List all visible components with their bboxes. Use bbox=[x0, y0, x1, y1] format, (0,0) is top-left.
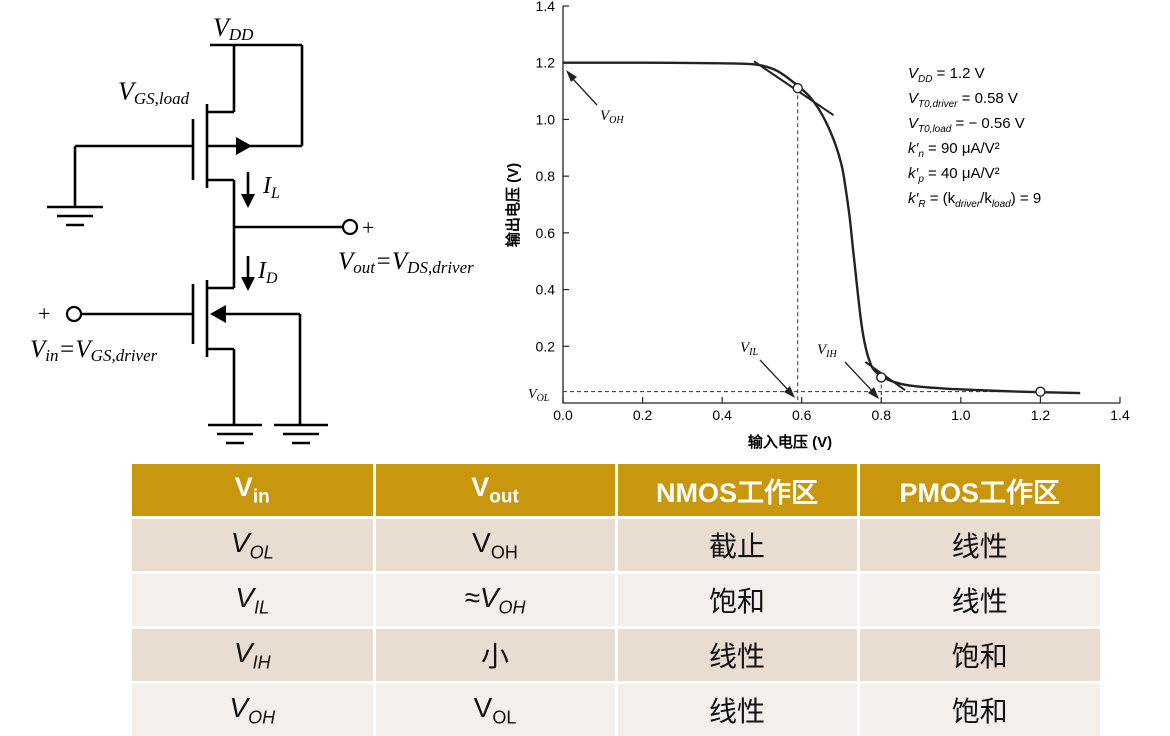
header-vout: Vout bbox=[372, 464, 616, 518]
output-terminal bbox=[341, 218, 359, 236]
curve-markers bbox=[792, 83, 1046, 397]
input-terminal bbox=[65, 305, 83, 323]
header-pmos-region: PMOS工作区 bbox=[856, 464, 1100, 518]
cell-nmos: 线性 bbox=[614, 681, 858, 736]
y-tick-label: 0.2 bbox=[536, 338, 556, 354]
y-axis-ticks: 0.2 0.4 0.6 0.8 1.0 1.2 1.4 bbox=[536, 0, 569, 354]
cell-vout: VOL bbox=[372, 681, 616, 736]
driver-body-arrow bbox=[210, 305, 226, 323]
parameter-line: k′R = (kdriver/kload) = 9 bbox=[908, 190, 1041, 210]
curve-marker bbox=[876, 372, 887, 383]
y-tick-label: 0.8 bbox=[536, 168, 556, 184]
table-row: VOL VOH 截止 线性 bbox=[132, 516, 1100, 573]
table-header-row: Vin Vout NMOS工作区 PMOS工作区 bbox=[132, 464, 1100, 518]
cell-pmos: 饱和 bbox=[856, 626, 1100, 683]
vtc-curve bbox=[562, 61, 1081, 395]
vil-pointer-head bbox=[784, 386, 795, 398]
curve-marker bbox=[1035, 386, 1046, 397]
header-vin: Vin bbox=[132, 464, 374, 518]
cell-nmos: 线性 bbox=[614, 626, 858, 683]
vol-annotation: VOL bbox=[528, 387, 550, 404]
x-tick-label: 0.4 bbox=[712, 407, 732, 423]
input-plus-sign: + bbox=[38, 301, 50, 326]
vil-pointer bbox=[759, 359, 791, 393]
y-tick-label: 0.6 bbox=[536, 225, 556, 241]
vout-label: Vout=VDS,driver bbox=[338, 248, 474, 277]
x-tick-label: 0.0 bbox=[553, 407, 573, 423]
load-body-arrow bbox=[236, 137, 252, 155]
cell-vout: ≈VOH bbox=[372, 571, 616, 628]
vih-annotation: VIH bbox=[817, 342, 838, 360]
parameter-list: VDD = 1.2 V VT0,driver = 0.58 V VT0,load =… bbox=[908, 65, 1041, 210]
vih-pointer bbox=[844, 361, 875, 394]
voh-annotation: VOH bbox=[600, 108, 624, 126]
table-row: VOH VOL 线性 饱和 bbox=[132, 681, 1100, 736]
id-arrow-head bbox=[241, 277, 255, 291]
il-label: IL bbox=[262, 173, 280, 202]
cell-pmos: 线性 bbox=[856, 516, 1100, 573]
vih-pointer-head bbox=[868, 387, 879, 399]
il-arrow-head bbox=[241, 194, 255, 208]
cell-vin: VIL bbox=[132, 571, 374, 628]
cell-vout: 小 bbox=[372, 626, 616, 683]
cell-pmos: 线性 bbox=[856, 571, 1100, 628]
cell-vin: VIH bbox=[132, 626, 374, 683]
cell-vin: VOL bbox=[132, 516, 374, 573]
operating-region-table: Vin Vout NMOS工作区 PMOS工作区 VOL VOH 截止 线性 V… bbox=[132, 464, 1100, 736]
cell-nmos: 饱和 bbox=[614, 571, 858, 628]
y-tick-label: 0.4 bbox=[536, 282, 556, 298]
voh-pointer bbox=[571, 77, 598, 106]
x-tick-label: 1.4 bbox=[1110, 407, 1130, 423]
vgs-load-label: VGS,load bbox=[118, 77, 190, 108]
header-nmos-region: NMOS工作区 bbox=[614, 464, 858, 518]
cell-vout: VOH bbox=[372, 516, 616, 573]
pseudo-nmos-inverter-circuit: VDD VGS,load IL ID + + Vout=VDS,driver V… bbox=[30, 13, 474, 445]
y-tick-label: 1.0 bbox=[536, 111, 556, 127]
cell-nmos: 截止 bbox=[614, 516, 858, 573]
curve-marker bbox=[792, 83, 803, 94]
y-tick-label: 1.4 bbox=[536, 0, 556, 14]
vtc-chart: 0.0 0.2 0.4 0.6 0.8 1.0 1.2 1.4 0.2 0.4 0.6 0.8 1.0… bbox=[504, 0, 1130, 451]
figure-canvas: VDD VGS,load IL ID + + Vout=VDS,driver V… bbox=[30, 0, 1130, 451]
cell-pmos: 饱和 bbox=[856, 681, 1100, 736]
x-tick-label: 0.8 bbox=[872, 407, 892, 423]
voh-pointer-head bbox=[566, 70, 577, 82]
x-tick-label: 1.2 bbox=[1031, 407, 1051, 423]
parameter-line: VT0,load = − 0.56 V bbox=[908, 115, 1025, 135]
tangent-lines bbox=[753, 60, 906, 392]
output-plus-sign: + bbox=[362, 215, 374, 240]
x-axis-ticks: 0.0 0.2 0.4 0.6 0.8 1.0 1.2 1.4 bbox=[553, 397, 1130, 423]
parameter-line: VDD = 1.2 V bbox=[908, 65, 985, 85]
parameter-line: k′n = 90 μA/V² bbox=[908, 140, 1000, 160]
cell-vin: VOH bbox=[132, 681, 374, 736]
table-row: VIH 小 线性 饱和 bbox=[132, 626, 1100, 683]
vil-annotation: VIL bbox=[740, 340, 759, 358]
parameter-line: VT0,driver = 0.58 V bbox=[908, 90, 1018, 110]
vdd-label: VDD bbox=[213, 13, 254, 44]
id-label: ID bbox=[257, 258, 278, 287]
x-tick-label: 0.2 bbox=[633, 407, 653, 423]
vin-label: Vin=VGS,driver bbox=[30, 336, 158, 365]
table-row: VIL ≈VOH 饱和 线性 bbox=[132, 571, 1100, 628]
y-axis-label: 输出电压 (V) bbox=[504, 163, 522, 247]
x-tick-label: 1.0 bbox=[951, 407, 971, 423]
parameter-line: k′p = 40 μA/V² bbox=[908, 165, 1000, 185]
x-tick-label: 0.6 bbox=[792, 407, 812, 423]
y-tick-label: 1.2 bbox=[536, 55, 556, 71]
x-axis-label: 输入电压 (V) bbox=[748, 433, 832, 451]
guide-lines bbox=[563, 88, 1041, 403]
